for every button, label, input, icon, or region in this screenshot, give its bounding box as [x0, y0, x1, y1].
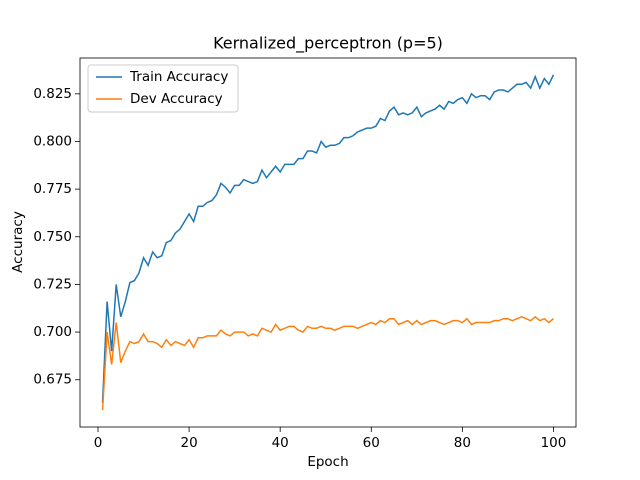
x-tick-label: 60: [363, 435, 380, 451]
y-tick-label: 0.725: [33, 276, 72, 292]
legend-box: [87, 64, 239, 113]
x-axis-label: Epoch: [307, 454, 348, 470]
y-tick-label: 0.800: [33, 133, 72, 149]
line: [101, 315, 554, 411]
y-tick-label: 0.825: [33, 86, 72, 102]
x-tick-label: 80: [454, 435, 471, 451]
y-tick-label: 0.775: [33, 181, 72, 197]
line: [101, 74, 555, 403]
x-tick-label: 40: [272, 435, 289, 451]
axes-frame: [79, 57, 577, 428]
y-tick-label: 0.700: [33, 324, 72, 340]
y-tick-label: 0.675: [33, 372, 72, 388]
y-tick-label: 0.750: [33, 229, 72, 245]
x-tick-label: 20: [180, 435, 197, 451]
chart-title: Kernalized_perceptron (p=5): [213, 34, 443, 54]
legend-label: Train Accuracy: [129, 69, 228, 85]
legend-label: Dev Accuracy: [130, 91, 223, 107]
x-tick-label: 100: [541, 435, 567, 451]
y-axis-label: Accuracy: [10, 211, 26, 273]
x-tick-label: 0: [94, 435, 103, 451]
